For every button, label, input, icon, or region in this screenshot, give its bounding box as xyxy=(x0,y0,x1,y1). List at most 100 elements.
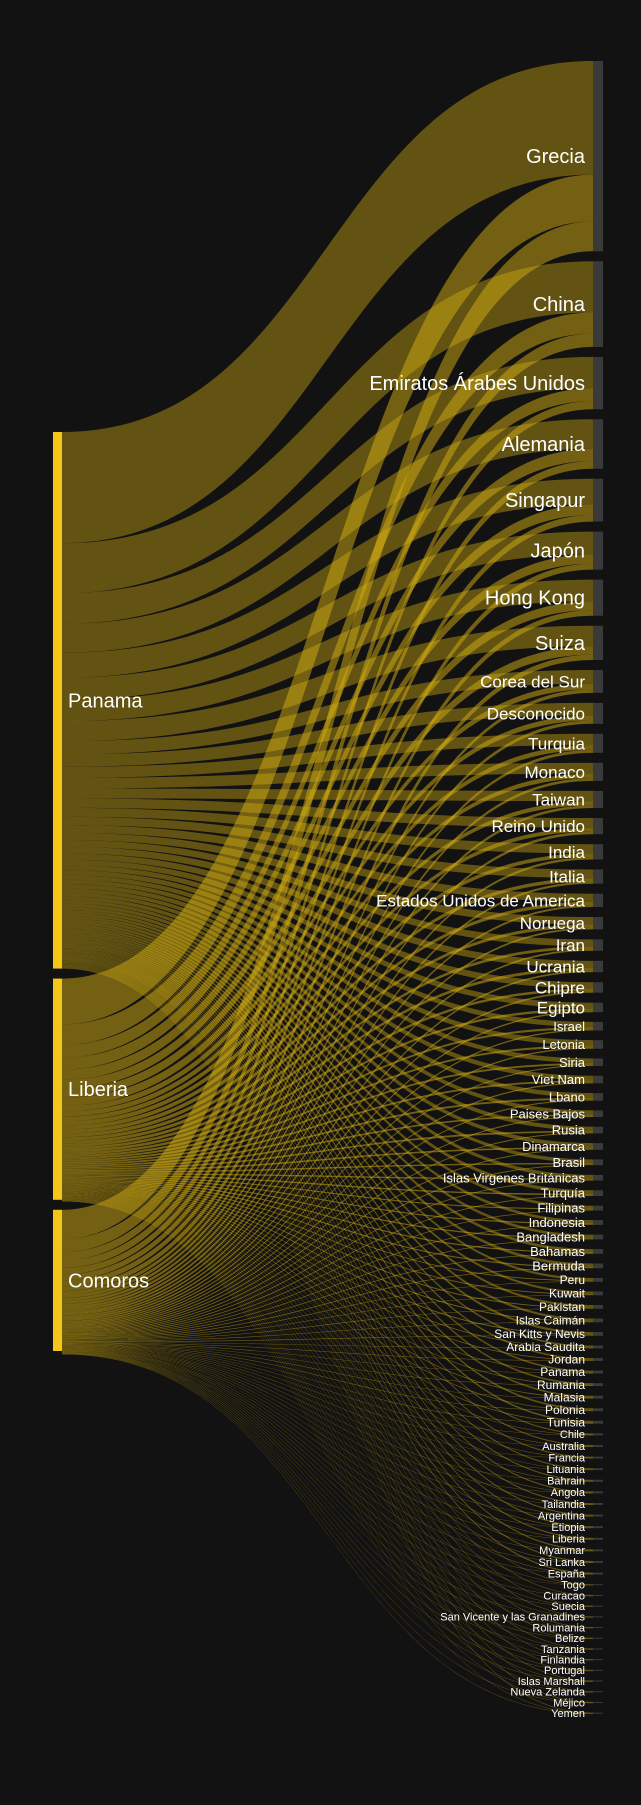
target-node-curacao[interactable] xyxy=(593,1594,603,1596)
source-node-liberia[interactable] xyxy=(53,978,62,1200)
target-node-panama[interactable] xyxy=(593,1370,603,1374)
target-node-rolumania[interactable] xyxy=(593,1627,603,1629)
target-label-lbano: Lbano xyxy=(549,1089,585,1104)
target-node-tailandia[interactable] xyxy=(593,1503,603,1505)
target-label-iran: Iran xyxy=(556,936,585,955)
target-node-islas-marshall[interactable] xyxy=(593,1680,603,1682)
target-node-emiratos-arabes-unidos[interactable] xyxy=(593,356,603,410)
target-node-india[interactable] xyxy=(593,844,603,860)
target-node-bahamas[interactable] xyxy=(593,1249,603,1254)
target-node-dinamarca[interactable] xyxy=(593,1143,603,1150)
target-node-bermuda[interactable] xyxy=(593,1263,603,1269)
target-node-mejico[interactable] xyxy=(593,1701,603,1703)
target-node-alemania[interactable] xyxy=(593,419,603,469)
link-liberia-to-nueva-zelanda xyxy=(62,1200,593,1693)
target-label-malasia: Malasia xyxy=(544,1390,586,1404)
target-node-viet-nam[interactable] xyxy=(593,1075,603,1084)
target-node-monaco[interactable] xyxy=(593,762,603,781)
target-node-etiopia[interactable] xyxy=(593,1526,603,1529)
target-label-islas-caiman: Islas Caimán xyxy=(516,1314,585,1328)
target-label-siria: Siria xyxy=(559,1055,586,1070)
target-node-bahrain[interactable] xyxy=(593,1479,603,1482)
target-node-taiwan[interactable] xyxy=(593,790,603,809)
target-node-yemen[interactable] xyxy=(593,1712,603,1714)
target-node-argentina[interactable] xyxy=(593,1514,603,1517)
target-node-finlandia[interactable] xyxy=(593,1659,603,1661)
target-node-hong-kong[interactable] xyxy=(593,579,603,616)
target-node-sri-lanka[interactable] xyxy=(593,1561,603,1563)
target-node-francia[interactable] xyxy=(593,1456,603,1459)
target-node-pakistan[interactable] xyxy=(593,1304,603,1309)
target-node-reino-unido[interactable] xyxy=(593,818,603,835)
target-node-suecia[interactable] xyxy=(593,1605,603,1607)
target-node-chile[interactable] xyxy=(593,1433,603,1436)
target-node-lbano[interactable] xyxy=(593,1093,603,1101)
link-comoros-to-argentina xyxy=(62,1347,593,1517)
link-panama-to-angola xyxy=(62,952,593,1493)
target-node-peru[interactable] xyxy=(593,1277,603,1282)
target-node-brasil[interactable] xyxy=(593,1159,603,1166)
target-node-turquia[interactable] xyxy=(593,733,603,753)
link-panama-to-malasia xyxy=(62,941,593,1398)
target-node-islas-caiman[interactable] xyxy=(593,1318,603,1323)
link-liberia-to-argentina xyxy=(62,1194,593,1517)
target-label-bermuda: Bermuda xyxy=(532,1258,586,1273)
target-node-indonesia[interactable] xyxy=(593,1220,603,1225)
target-node-islas-virgenes-britanicas[interactable] xyxy=(593,1174,603,1181)
target-node-estados-unidos-de-america[interactable] xyxy=(593,893,603,908)
link-comoros-to-bahamas xyxy=(62,1253,593,1339)
target-node-portugal[interactable] xyxy=(593,1669,603,1671)
target-node-corea-del-sur[interactable] xyxy=(593,670,603,693)
target-node-grecia[interactable] xyxy=(593,61,603,252)
link-panama-to-china xyxy=(62,261,593,594)
link-comoros-to-egipto xyxy=(62,1010,593,1324)
target-node-australia[interactable] xyxy=(593,1444,603,1447)
target-node-egipto[interactable] xyxy=(593,1002,603,1013)
target-node-nueva-zelanda[interactable] xyxy=(593,1691,603,1693)
target-node-noruega[interactable] xyxy=(593,917,603,930)
target-node-singapur[interactable] xyxy=(593,478,603,522)
target-node-turquia[interactable] xyxy=(593,1190,603,1196)
target-node-myanmar[interactable] xyxy=(593,1549,603,1552)
source-node-comoros[interactable] xyxy=(53,1209,62,1351)
target-node-filipinas[interactable] xyxy=(593,1205,603,1211)
target-node-san-kitts-y-nevis[interactable] xyxy=(593,1332,603,1336)
link-liberia-to-ucrania xyxy=(62,967,593,1153)
target-node-japon[interactable] xyxy=(593,531,603,570)
target-node-jordan[interactable] xyxy=(593,1358,603,1361)
target-node-liberia[interactable] xyxy=(593,1537,603,1540)
target-node-togo[interactable] xyxy=(593,1584,603,1586)
target-node-malasia[interactable] xyxy=(593,1395,603,1399)
target-node-espana[interactable] xyxy=(593,1572,603,1575)
target-node-arabia-saudita[interactable] xyxy=(593,1345,603,1349)
link-liberia-to-panama xyxy=(62,1187,593,1374)
target-node-ucrania[interactable] xyxy=(593,960,603,973)
target-node-kuwait[interactable] xyxy=(593,1291,603,1296)
target-node-siria[interactable] xyxy=(593,1058,603,1067)
target-node-rusia[interactable] xyxy=(593,1126,603,1134)
link-comoros-to-curacao xyxy=(62,1350,593,1597)
target-node-letonia[interactable] xyxy=(593,1040,603,1049)
target-node-israel[interactable] xyxy=(593,1021,603,1031)
target-node-tunisia[interactable] xyxy=(593,1420,603,1424)
target-node-bangladesh[interactable] xyxy=(593,1234,603,1240)
target-node-belize[interactable] xyxy=(593,1637,603,1639)
target-node-angola[interactable] xyxy=(593,1491,603,1494)
target-node-chipre[interactable] xyxy=(593,982,603,993)
target-node-lituania[interactable] xyxy=(593,1468,603,1471)
source-node-panama[interactable] xyxy=(53,432,62,969)
target-node-polonia[interactable] xyxy=(593,1408,603,1412)
target-node-rumania[interactable] xyxy=(593,1383,603,1387)
target-node-suiza[interactable] xyxy=(593,625,603,661)
target-node-italia[interactable] xyxy=(593,869,603,884)
target-node-iran[interactable] xyxy=(593,939,603,951)
target-label-taiwan: Taiwan xyxy=(532,790,585,809)
target-node-china[interactable] xyxy=(593,261,603,347)
target-node-san-vicente-y-las-granadines[interactable] xyxy=(593,1616,603,1618)
link-panama-to-siria xyxy=(62,875,593,1063)
target-node-tanzania[interactable] xyxy=(593,1648,603,1650)
target-node-desconocido[interactable] xyxy=(593,702,603,724)
target-label-tanzania: Tanzania xyxy=(541,1644,586,1656)
target-label-islas-virgenes-britanicas: Islas Virgenes Británicas xyxy=(443,1170,586,1185)
target-node-paises-bajos[interactable] xyxy=(593,1110,603,1118)
